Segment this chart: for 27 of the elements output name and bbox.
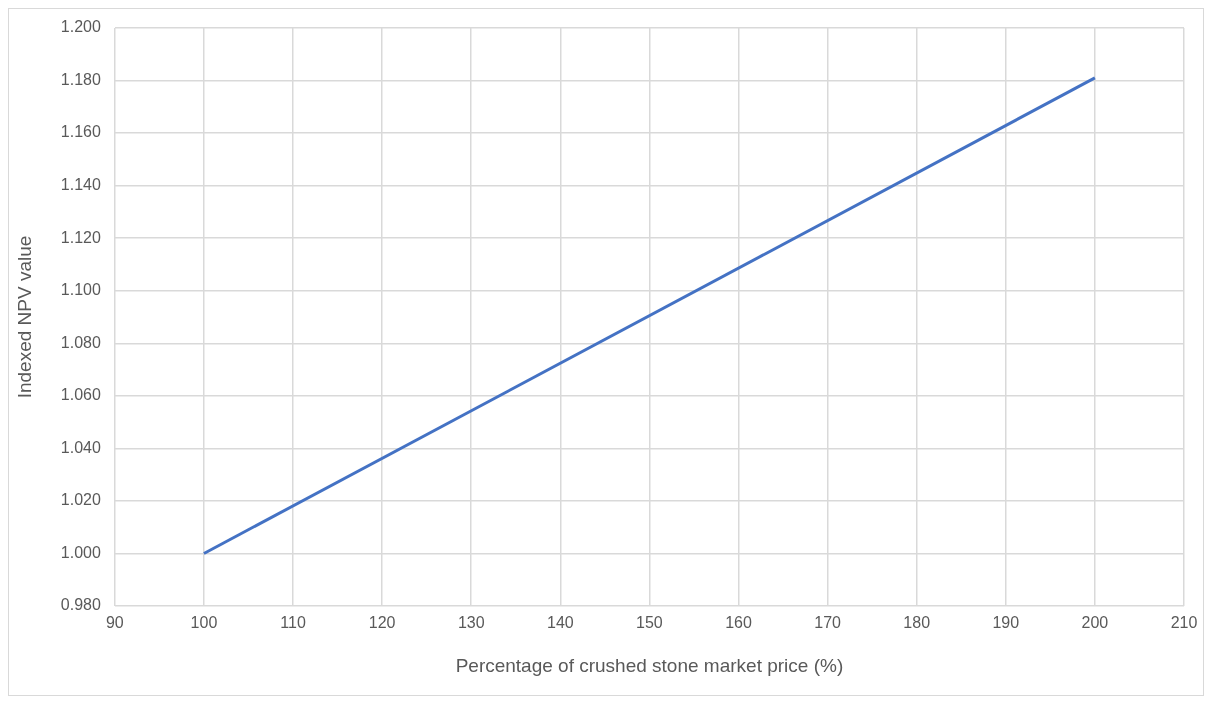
y-tick-label: 1.020: [60, 491, 101, 509]
y-tick-label: 1.140: [60, 176, 101, 194]
x-tick-label: 110: [280, 614, 306, 632]
y-tick-label: 1.000: [60, 543, 101, 561]
x-tick-label: 200: [1081, 614, 1109, 632]
x-tick-label: 170: [814, 614, 842, 632]
y-tick-label: 1.060: [60, 386, 101, 404]
y-tick-label: 1.200: [60, 18, 101, 36]
x-tick-label: 130: [457, 614, 485, 632]
y-tick-label: 1.100: [60, 281, 101, 299]
x-tick-label: 120: [368, 614, 396, 632]
y-tick-label: 1.040: [60, 438, 101, 456]
y-tick-label: 1.180: [60, 70, 101, 88]
y-tick-label: 1.120: [60, 228, 101, 246]
x-tick-label: 160: [725, 614, 752, 632]
x-tick-label: 90: [105, 614, 124, 632]
x-axis-title: Percentage of crushed stone market price (%): [455, 654, 844, 676]
x-tick-label: 100: [190, 614, 218, 632]
x-tick-label: 180: [903, 614, 931, 632]
x-tick-label: 150: [636, 614, 663, 632]
y-tick-label: 1.080: [60, 333, 101, 351]
x-tick-label: 190: [992, 614, 1020, 632]
x-tick-label: 140: [546, 614, 574, 632]
y-tick-label: 1.160: [60, 123, 101, 141]
x-tick-label: 210: [1170, 614, 1198, 632]
y-axis-title: Indexed NPV value: [13, 235, 35, 399]
y-tick-label: 0.980: [60, 596, 101, 614]
